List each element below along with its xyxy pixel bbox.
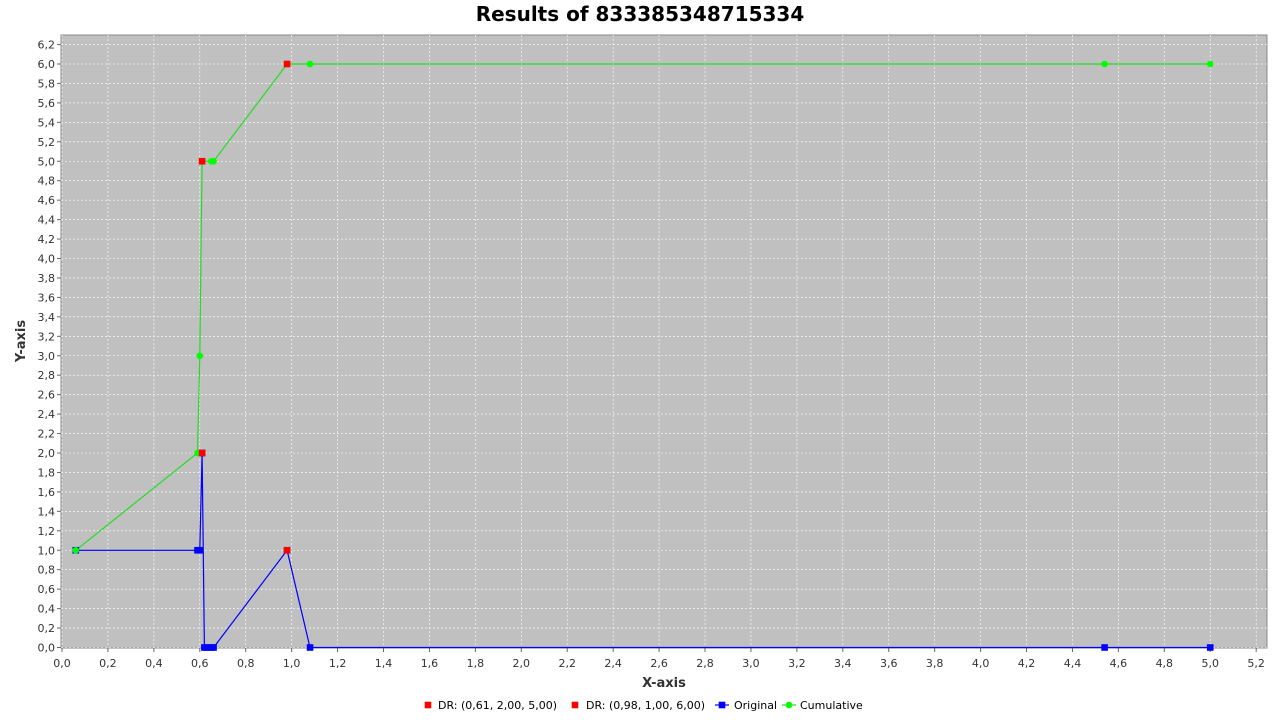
y-tick-label: 4,2 [38, 233, 56, 246]
y-tick-label: 1,8 [38, 466, 56, 479]
y-tick-label: 0,8 [38, 564, 56, 577]
legend-marker [718, 701, 726, 709]
x-tick-label: 1,2 [329, 657, 347, 670]
x-tick-label: 2,6 [650, 657, 668, 670]
y-axis-title: Y-axis [14, 320, 29, 364]
x-tick-label: 0,8 [237, 657, 255, 670]
x-tick-label: 1,4 [375, 657, 393, 670]
x-tick-label: 3,4 [834, 657, 852, 670]
legend-label: DR: (0,98, 1,00, 6,00) [586, 699, 705, 712]
data-point [306, 644, 314, 651]
y-tick-label: 1,6 [38, 486, 56, 499]
x-tick-label: 3,8 [926, 657, 944, 670]
series-layer [72, 60, 1214, 651]
y-tick-label: 3,4 [38, 311, 56, 324]
x-tick-label: 0,0 [53, 657, 71, 670]
data-point [196, 546, 204, 554]
y-axis-ticks: 0,0 0,2 0,4 0,6 0,8 1,0 1,2 1,4 1,6 1,8 2,0 2,2 2,4 2… [38, 39, 61, 655]
y-tick-label: 4,8 [38, 175, 56, 188]
data-point [283, 546, 291, 554]
y-tick-label: 2,0 [38, 447, 56, 460]
y-tick-label: 2,6 [38, 389, 56, 402]
y-tick-label: 6,0 [38, 58, 56, 71]
data-point [1101, 60, 1108, 68]
y-tick-label: 5,8 [38, 77, 56, 90]
y-tick-label: 2,4 [38, 408, 56, 421]
x-tick-label: 1,6 [421, 657, 439, 670]
x-tick-label: 4,8 [1156, 657, 1174, 670]
x-tick-label: 4,0 [972, 657, 990, 670]
data-point [210, 157, 217, 165]
chart-title: Results of 833385348715334 [475, 2, 805, 26]
data-point [1206, 60, 1214, 68]
x-axis-title: X-axis [642, 676, 686, 691]
legend: DR: (0,61, 2,00, 5,00) DR: (0,98, 1,00, 6… [424, 699, 863, 712]
x-tick-label: 3,2 [788, 657, 806, 670]
y-tick-label: 1,4 [38, 505, 56, 518]
legend-label: Cumulative [800, 699, 863, 712]
legend-marker [571, 701, 579, 709]
y-tick-label: 6,2 [38, 39, 56, 52]
y-tick-label: 2,2 [38, 428, 56, 441]
x-tick-label: 3,0 [742, 657, 760, 670]
y-tick-label: 2,8 [38, 369, 56, 382]
x-tick-label: 0,6 [191, 657, 209, 670]
data-point [72, 546, 80, 554]
x-tick-label: 2,8 [696, 657, 714, 670]
x-tick-label: 2,4 [604, 657, 622, 670]
y-tick-label: 0,0 [38, 642, 56, 655]
x-tick-label: 4,4 [1064, 657, 1082, 670]
y-tick-label: 1,2 [38, 525, 56, 538]
y-tick-label: 5,0 [38, 155, 56, 168]
x-tick-label: 5,0 [1202, 657, 1220, 670]
y-tick-label: 5,2 [38, 136, 56, 149]
x-tick-label: 0,4 [145, 657, 163, 670]
x-tick-label: 4,6 [1110, 657, 1128, 670]
y-tick-label: 0,2 [38, 622, 56, 635]
y-tick-label: 4,0 [38, 253, 56, 266]
y-tick-label: 0,6 [38, 583, 56, 596]
y-tick-label: 5,6 [38, 97, 56, 110]
data-point [198, 449, 206, 457]
data-point [203, 644, 210, 651]
y-tick-label: 3,8 [38, 272, 56, 285]
y-tick-label: 4,4 [38, 214, 56, 227]
grid-lines [61, 35, 1267, 648]
data-point [196, 352, 204, 360]
x-tick-label: 4,2 [1018, 657, 1036, 670]
data-point [283, 60, 291, 68]
data-point [1101, 644, 1108, 651]
x-tick-label: 3,6 [880, 657, 898, 670]
legend-marker [424, 701, 432, 709]
x-tick-label: 1,8 [467, 657, 485, 670]
y-tick-label: 3,2 [38, 330, 56, 343]
data-point [198, 157, 206, 165]
y-tick-label: 3,6 [38, 291, 56, 304]
x-tick-label: 1,0 [283, 657, 301, 670]
x-tick-label: 0,2 [99, 657, 117, 670]
y-tick-label: 4,6 [38, 194, 56, 207]
legend-label: Original [734, 699, 777, 712]
plot-area [60, 34, 1268, 649]
x-tick-label: 2,2 [558, 657, 576, 670]
y-tick-label: 0,4 [38, 603, 56, 616]
x-axis-ticks: 0,0 0,2 0,4 0,6 0,8 1,0 1,2 1,4 1,6 1,8 2,0 2,2 2,4 2… [53, 648, 1265, 670]
x-tick-label: 2,0 [513, 657, 531, 670]
data-point [306, 60, 314, 68]
x-tick-label: 5,2 [1247, 657, 1265, 670]
y-tick-label: 3,0 [38, 350, 56, 363]
data-point [1206, 644, 1214, 651]
data-point [210, 644, 217, 651]
legend-marker [785, 701, 793, 709]
y-tick-label: 5,4 [38, 116, 56, 129]
legend-label: DR: (0,61, 2,00, 5,00) [438, 699, 557, 712]
y-tick-label: 1,0 [38, 544, 56, 557]
